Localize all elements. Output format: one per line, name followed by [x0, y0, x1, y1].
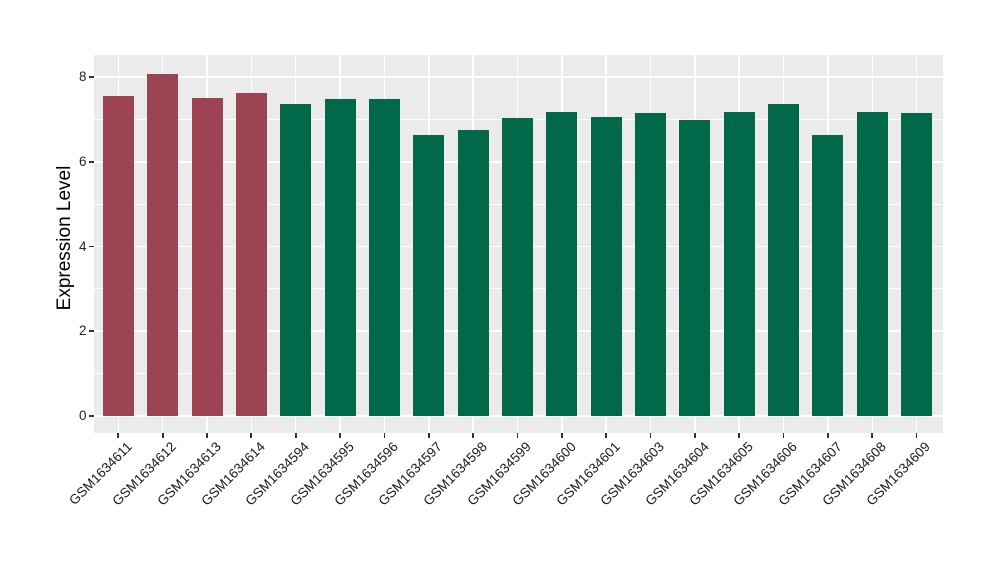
y-tick-mark	[88, 414, 94, 417]
x-tick-mark	[161, 433, 164, 438]
bar-GSM1634599	[501, 118, 533, 416]
x-tick-mark	[117, 433, 120, 438]
bar-GSM1634604	[679, 119, 711, 416]
x-tick-mark	[516, 433, 519, 438]
bar-GSM1634603	[635, 113, 666, 416]
x-tick-mark	[827, 433, 829, 438]
bar-GSM1634601	[590, 116, 622, 416]
bar-GSM1634611	[102, 96, 134, 416]
x-tick-mark	[782, 433, 785, 438]
bar-GSM1634613	[191, 98, 223, 416]
x-tick-mark	[560, 433, 563, 438]
bar-GSM1634607	[812, 134, 844, 416]
bar-GSM1634596	[368, 98, 400, 416]
bar-GSM1634605	[723, 112, 755, 416]
x-tick-mark	[472, 433, 474, 438]
x-tick-mark	[871, 433, 874, 438]
y-tick-label-6: 6	[78, 153, 87, 169]
x-tick-mark	[206, 433, 208, 438]
bar-GSM1634597	[413, 135, 445, 416]
bar-GSM1634612	[147, 73, 179, 416]
bar-GSM1634606	[768, 104, 800, 416]
bar-GSM1634595	[324, 98, 356, 416]
x-tick-mark	[915, 433, 918, 438]
bar-GSM1634614	[235, 92, 267, 416]
x-tick-mark	[250, 433, 253, 438]
y-tick-mark	[88, 161, 94, 163]
y-tick-label-4: 4	[78, 238, 87, 254]
bar-GSM1634600	[546, 112, 578, 416]
x-tick-mark	[427, 433, 430, 438]
y-tick-label-8: 8	[78, 69, 87, 85]
bar-GSM1634609	[901, 113, 933, 416]
y-tick-mark	[88, 76, 94, 79]
y-axis-title: Expression Level	[54, 165, 75, 311]
y-tick-label-0: 0	[78, 407, 87, 423]
x-tick-mark	[738, 433, 741, 438]
bar-GSM1634594	[280, 104, 312, 416]
x-tick-mark	[693, 433, 696, 438]
x-tick-mark	[605, 433, 608, 438]
x-tick-mark	[339, 433, 341, 438]
x-tick-mark	[649, 433, 652, 438]
y-tick-label-2: 2	[78, 323, 87, 339]
bar-GSM1634608	[856, 112, 888, 416]
y-tick-mark	[88, 330, 94, 332]
plot-panel	[93, 55, 943, 433]
bar-GSM1634598	[457, 129, 489, 416]
y-tick-mark	[88, 245, 94, 248]
x-tick-mark	[294, 433, 297, 438]
x-tick-mark	[383, 433, 386, 438]
